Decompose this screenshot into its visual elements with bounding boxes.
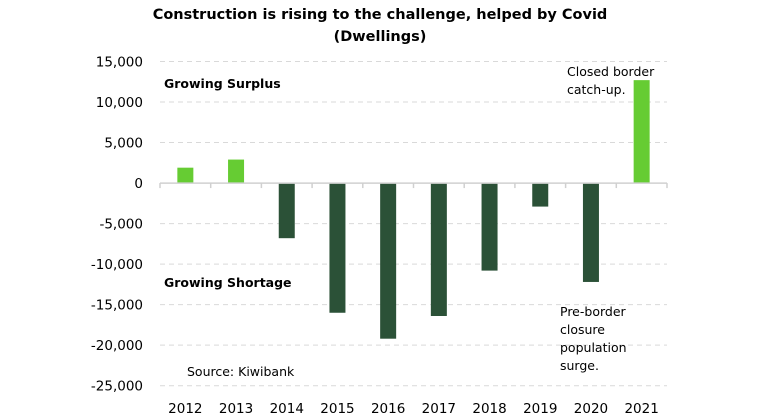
annotation-closed-border-line-2: catch-up. — [567, 82, 626, 97]
y-tick-label: -5,000 — [99, 217, 143, 233]
x-tick-label: 2012 — [168, 401, 202, 417]
x-tick-label: 2019 — [523, 401, 557, 417]
bars — [177, 80, 650, 339]
annotation-pre-border-line-2: closure — [560, 322, 605, 337]
bar-2012 — [177, 167, 194, 184]
annotation-closed-border-line-1: Closed border — [567, 64, 655, 79]
annotation-growing-shortage: Growing Shortage — [164, 275, 292, 290]
x-tick-label: 2014 — [270, 401, 304, 417]
y-tick-label: 15,000 — [96, 55, 143, 71]
chart-subtitle: (Dwellings) — [334, 29, 427, 45]
y-tick-label: -10,000 — [91, 257, 143, 273]
bar-2020 — [582, 183, 599, 282]
y-tick-label: -15,000 — [91, 298, 143, 314]
chart-title: Construction is rising to the challenge,… — [153, 7, 608, 23]
y-tick-label: 10,000 — [96, 95, 143, 111]
x-tick-label: 2018 — [472, 401, 506, 417]
bar-2016 — [380, 183, 397, 339]
x-tick-label: 2020 — [574, 401, 608, 417]
annotation-pre-border-line-3: population — [560, 340, 627, 355]
gridlines — [160, 61, 667, 387]
annotation-growing-surplus: Growing Surplus — [164, 76, 281, 91]
bar-2017 — [430, 183, 447, 316]
annotation-pre-border-line-4: surge. — [560, 358, 599, 373]
y-axis-ticks: 15,000 10,000 5,000 0 -5,000 -10,000 -15,000 -2… — [91, 55, 143, 395]
x-axis-ticks: 2012 2013 2014 2015 2016 2017 2018 2019 2020 2021 — [168, 401, 659, 417]
x-axis — [159, 182, 668, 189]
bar-2013 — [228, 159, 245, 184]
bar-2018 — [481, 183, 498, 271]
x-tick-label: 2013 — [219, 401, 253, 417]
annotation-source: Source: Kiwibank — [187, 364, 295, 379]
x-tick-label: 2016 — [371, 401, 405, 417]
bar-2015 — [329, 183, 346, 313]
x-tick-label: 2015 — [320, 401, 354, 417]
y-tick-label: 0 — [134, 176, 143, 192]
y-tick-label: -20,000 — [91, 338, 143, 354]
x-tick-label: 2021 — [624, 401, 658, 417]
bar-2014 — [278, 183, 295, 239]
y-tick-label: -25,000 — [91, 379, 143, 395]
x-tick-label: 2017 — [422, 401, 456, 417]
annotation-pre-border-line-1: Pre-border — [560, 304, 627, 319]
bar-2021 — [633, 80, 650, 184]
y-tick-label: 5,000 — [104, 136, 143, 152]
bar-2019 — [532, 183, 549, 207]
